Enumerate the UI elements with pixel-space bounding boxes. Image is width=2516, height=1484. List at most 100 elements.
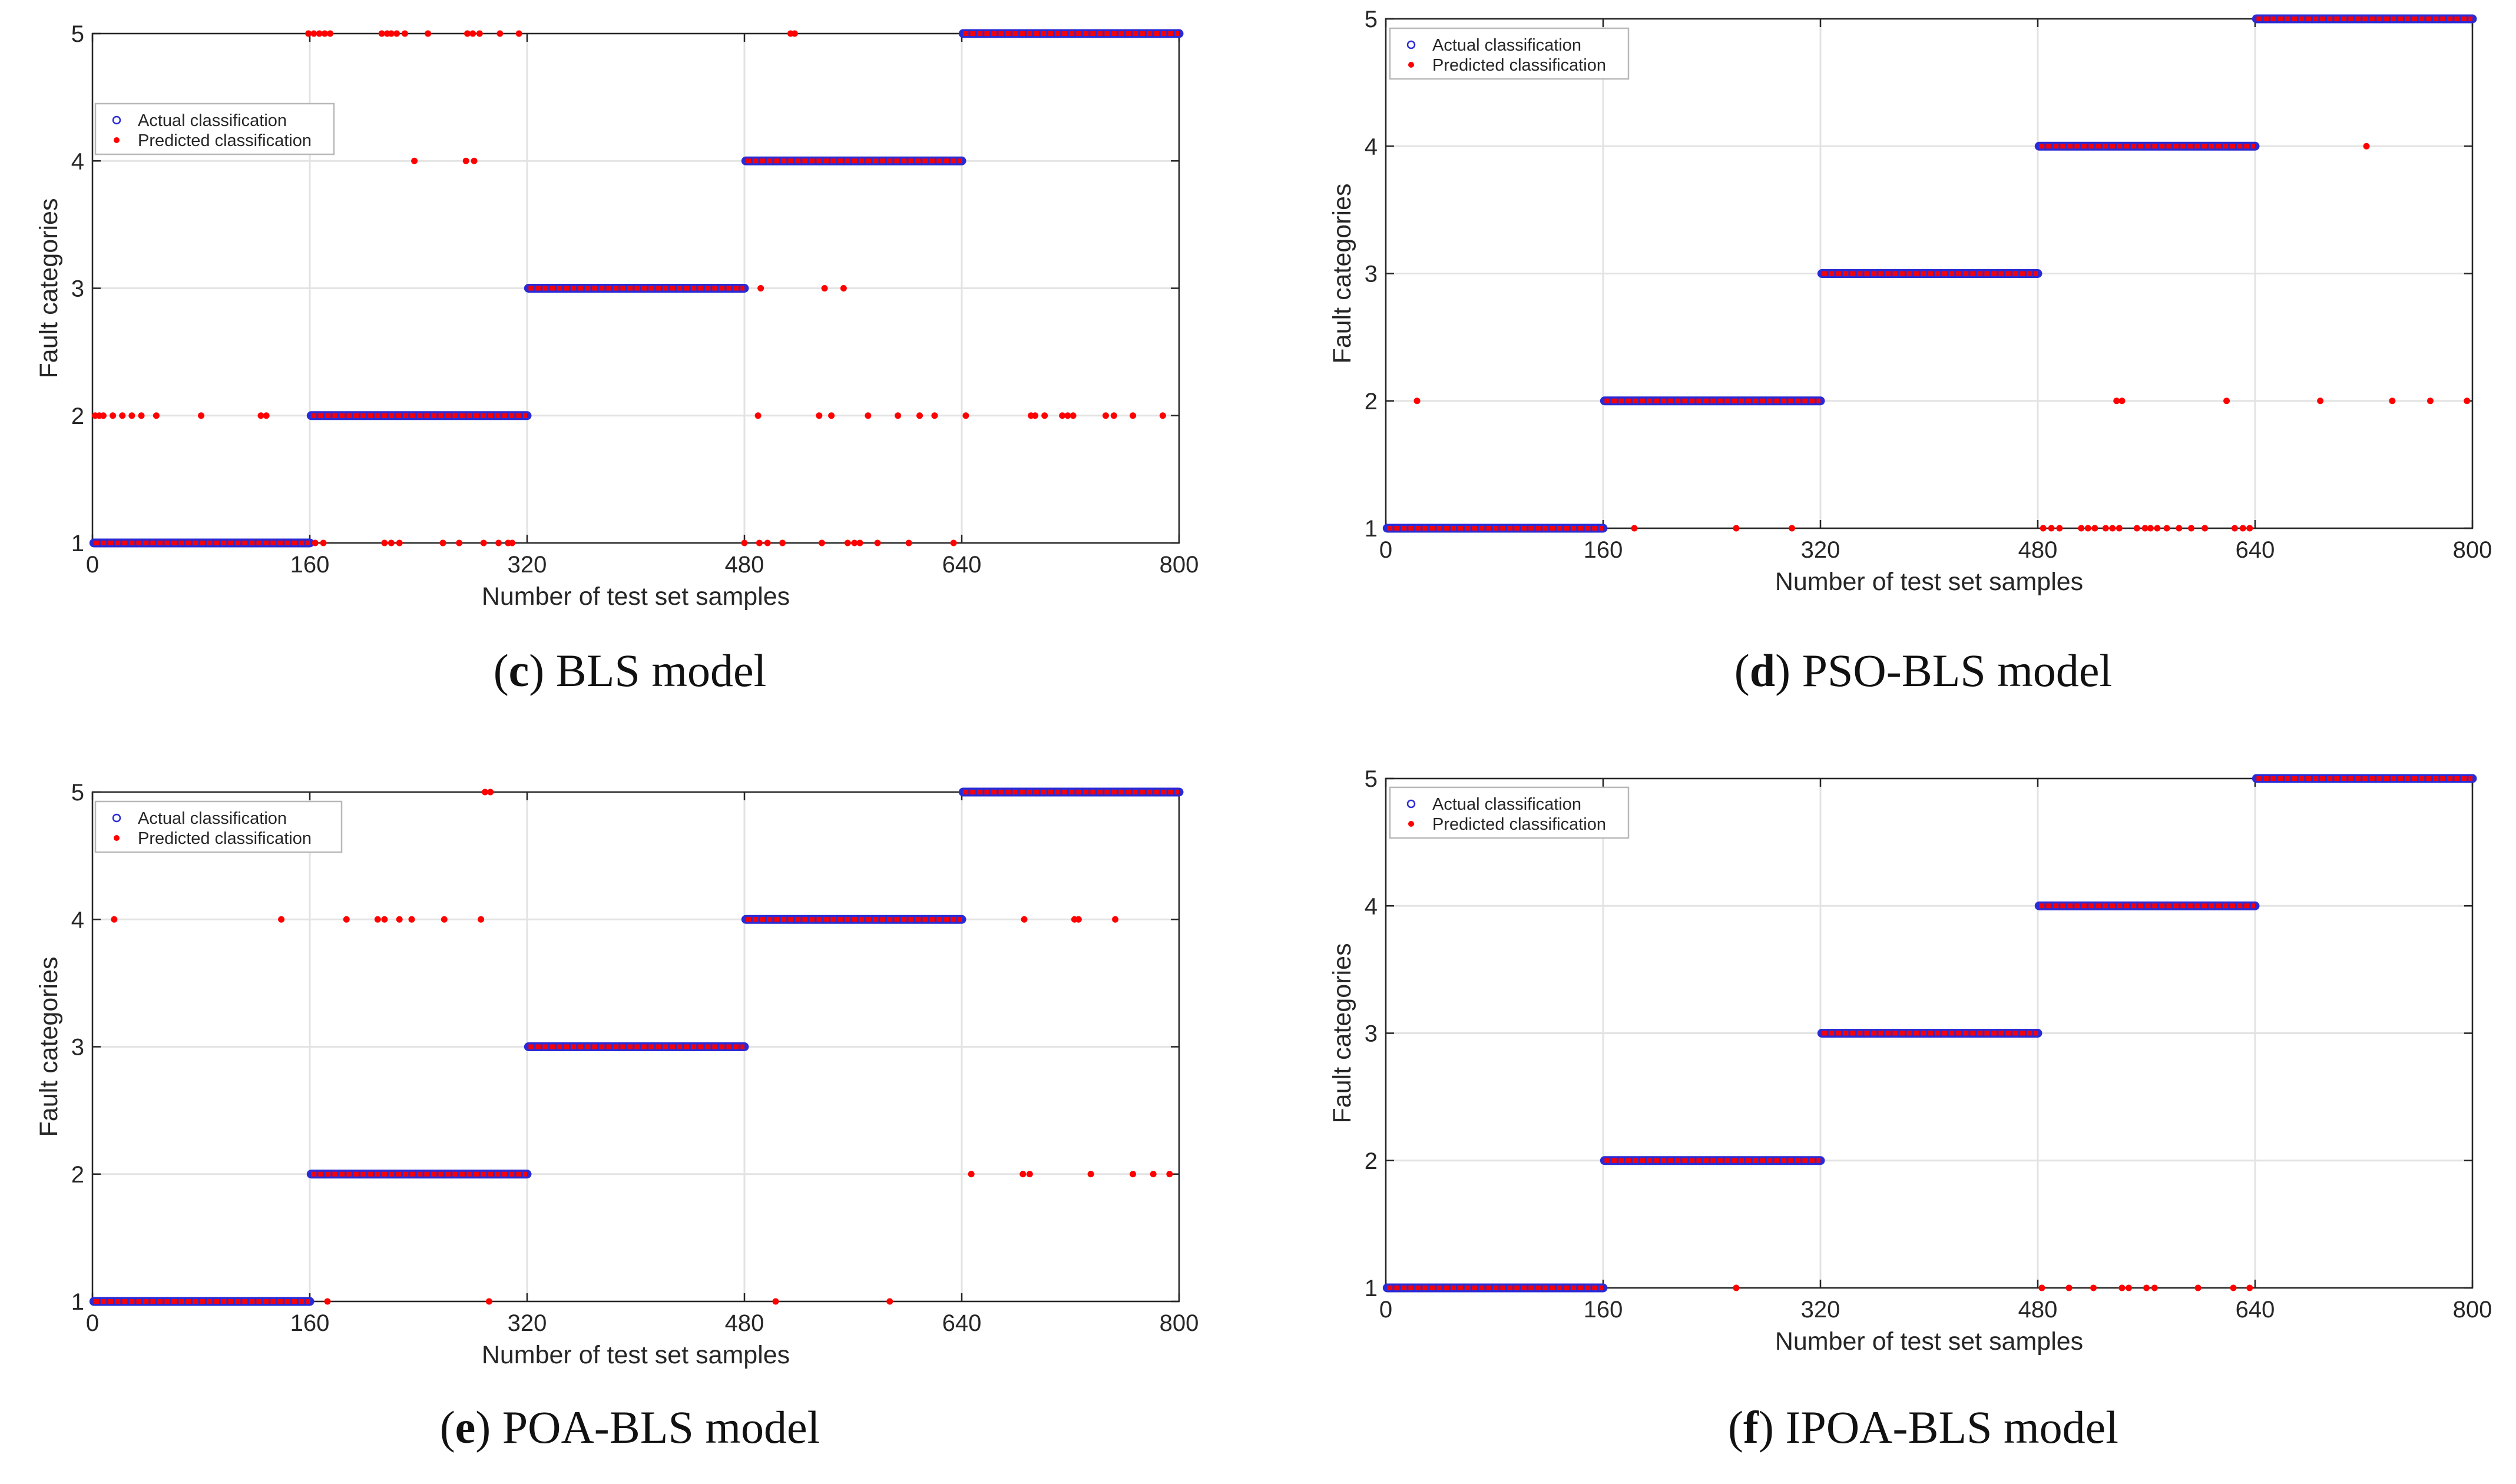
- chart-panel-c: 0 160 320 480 640 800 1 2 3 4 5 Number of test set …: [35, 21, 1199, 696]
- x-tick-label: 640: [942, 552, 982, 578]
- x-tick-label: 320: [508, 552, 547, 578]
- predicted-outlier-point: [374, 916, 381, 923]
- predicted-outlier-point: [1064, 412, 1071, 419]
- predicted-outlier-point: [2090, 1284, 2097, 1291]
- caption-letter: d: [1750, 645, 1775, 696]
- predicted-outlier-point: [2163, 525, 2170, 532]
- x-tick-label: 160: [1584, 1297, 1623, 1323]
- x-tick-label: 160: [290, 1310, 330, 1336]
- predicted-outlier-point: [2056, 525, 2063, 532]
- predicted-outlier-point: [425, 30, 432, 37]
- predicted-outlier-point: [305, 30, 312, 37]
- predicted-outlier-point: [119, 412, 126, 419]
- legend-actual-label: Actual classification: [138, 111, 287, 130]
- legend-predicted-marker: [114, 835, 120, 841]
- predicted-outlier-point: [381, 539, 388, 546]
- predicted-outlier-point: [1130, 412, 1137, 419]
- x-tick-label: 480: [2018, 537, 2058, 563]
- predicted-outlier-point: [138, 412, 145, 419]
- chart-caption: (d) PSO-BLS model: [1734, 645, 2112, 696]
- x-tick-label: 800: [2453, 537, 2492, 563]
- predicted-outlier-point: [2143, 1284, 2150, 1291]
- predicted-outlier-point: [320, 539, 327, 546]
- predicted-outlier-point: [757, 285, 764, 292]
- predicted-outlier-point: [2151, 1284, 2158, 1291]
- x-tick-label: 0: [1379, 537, 1392, 563]
- predicted-outlier-point: [278, 916, 285, 923]
- predicted-outlier-point: [2091, 525, 2098, 532]
- y-tick-label: 2: [1365, 389, 1378, 415]
- predicted-outlier-point: [2363, 143, 2370, 150]
- y-tick-label: 1: [71, 531, 84, 556]
- y-tick-label: 2: [71, 403, 84, 429]
- predicted-outlier-point: [1112, 916, 1119, 923]
- predicted-outlier-point: [2065, 1284, 2073, 1291]
- predicted-outlier-point: [2133, 525, 2140, 532]
- predicted-outlier-point: [480, 539, 487, 546]
- predicted-outlier-point: [779, 539, 786, 546]
- x-tick-label: 800: [1160, 1310, 1199, 1336]
- y-tick-label: 4: [1365, 893, 1378, 919]
- predicted-outlier-point: [515, 30, 522, 37]
- predicted-outlier-point: [1130, 1171, 1137, 1178]
- predicted-outlier-point: [411, 157, 418, 164]
- predicted-outlier-point: [1110, 412, 1117, 419]
- predicted-outlier-point: [378, 30, 385, 37]
- x-tick-label: 320: [508, 1310, 547, 1336]
- legend-predicted-marker: [114, 137, 120, 143]
- predicted-outlier-point: [2141, 525, 2148, 532]
- x-tick-label: 480: [725, 552, 764, 578]
- predicted-outlier-point: [840, 285, 847, 292]
- predicted-outlier-point: [818, 539, 825, 546]
- predicted-outlier-point: [482, 789, 489, 796]
- y-tick-label: 3: [1365, 1021, 1378, 1047]
- legend-actual-marker: [1406, 799, 1416, 809]
- predicted-outlier-point: [456, 539, 463, 546]
- predicted-outlier-point: [439, 539, 446, 546]
- predicted-outlier-point: [865, 412, 872, 419]
- predicted-outlier-point: [1159, 412, 1166, 419]
- predicted-outlier-point: [2427, 398, 2434, 405]
- predicted-outlier-point: [905, 539, 912, 546]
- predicted-outlier-point: [2202, 525, 2209, 532]
- legend-box: [94, 102, 335, 155]
- predicted-outlier-point: [401, 30, 408, 37]
- legend-predicted-label: Predicted classification: [138, 131, 312, 150]
- x-tick-label: 480: [2018, 1297, 2058, 1323]
- predicted-outlier-point: [2109, 525, 2116, 532]
- chart-panel-f: 0 160 320 480 640 800 1 2 3 4 5 Number of test set …: [1328, 766, 2492, 1453]
- predicted-outlier-point: [1733, 1284, 1740, 1291]
- predicted-outlier-point: [1059, 412, 1066, 419]
- chart-caption: (c) BLS model: [494, 645, 767, 696]
- predicted-outlier-point: [1166, 1171, 1173, 1178]
- legend-actual-label: Actual classification: [1432, 36, 1581, 55]
- predicted-outlier-point: [2048, 525, 2055, 532]
- predicted-outlier-point: [1041, 412, 1048, 419]
- predicted-outlier-point: [487, 789, 494, 796]
- predicted-outlier-point: [1087, 1171, 1094, 1178]
- predicted-outlier-point: [496, 30, 504, 37]
- predicted-outlier-point: [1070, 412, 1077, 419]
- predicted-outlier-point: [2194, 1284, 2202, 1291]
- caption-letter: e: [455, 1402, 476, 1453]
- x-tick-label: 0: [86, 1310, 99, 1336]
- caption-letter: c: [509, 645, 529, 696]
- predicted-outlier-point: [388, 539, 395, 546]
- predicted-outlier-point: [756, 539, 763, 546]
- predicted-outlier-point: [509, 539, 516, 546]
- legend-predicted-label: Predicted classification: [1432, 815, 1606, 834]
- predicted-outlier-point: [821, 285, 828, 292]
- predicted-outlier-point: [2230, 1284, 2237, 1291]
- predicted-outlier-point: [343, 916, 350, 923]
- x-tick-label: 160: [1584, 537, 1623, 563]
- predicted-outlier-point: [950, 539, 957, 546]
- predicted-outlier-point: [1150, 1171, 1157, 1178]
- predicted-outlier-point: [772, 1298, 779, 1305]
- legend-actual-marker: [112, 813, 121, 823]
- predicted-outlier-point: [153, 412, 160, 419]
- y-tick-label: 4: [1365, 134, 1378, 160]
- chart-panel-d: 0 160 320 480 640 800 1 2 3 4 5 Number of test set …: [1328, 6, 2492, 696]
- caption-letter: f: [1743, 1402, 1759, 1453]
